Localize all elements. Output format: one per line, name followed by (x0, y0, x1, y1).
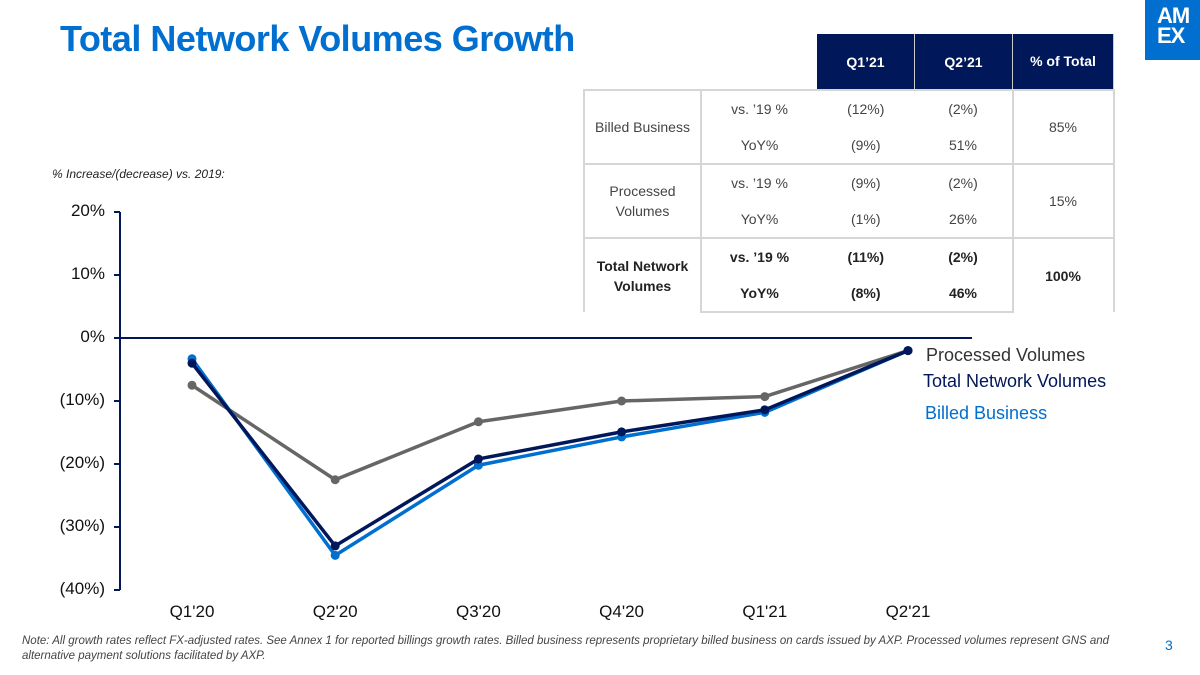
data-point (330, 475, 340, 485)
data-point (903, 346, 913, 356)
cell-q1: (9%) (817, 163, 915, 201)
cell-q2: 46% (914, 275, 1013, 313)
data-point (330, 541, 340, 551)
cell-q1: (12%) (817, 89, 915, 127)
cell-metric: vs. ’19 % (701, 163, 817, 201)
series-line-billed-business (190, 348, 909, 558)
legend-total-network-volumes: Total Network Volumes (923, 371, 1107, 391)
x-tick-label: Q1'20 (169, 602, 215, 621)
row-group-label: Total Network Volumes (583, 237, 702, 312)
x-tick-label: Q1'21 (742, 602, 788, 621)
y-tick-label: (10%) (59, 390, 105, 409)
data-point (330, 550, 340, 560)
legend-processed-volumes: Processed Volumes (926, 345, 1086, 365)
cell-q2: 26% (948, 211, 978, 227)
data-point (760, 392, 770, 402)
cell-share-of-total: 85% (1011, 89, 1115, 164)
table-body: Billed Business vs. ’19 % (12%) (2%) 85% YoY%… (583, 89, 1115, 313)
cell-metric: vs. ’19 % (701, 89, 817, 127)
logo-line-1: AM (1157, 3, 1190, 28)
amex-logo: AM EX (1145, 0, 1200, 60)
row-group-label: Billed Business (583, 89, 702, 164)
header-q1-21: Q1’21 (817, 34, 915, 90)
y-tick-label: 10% (70, 264, 105, 283)
table-row: Billed Business vs. ’19 % (12%) (2%) 85% (583, 89, 1115, 164)
chart-subtitle: % Increase/(decrease) vs. 2019: (52, 167, 225, 181)
row-group-label: Processed Volumes (583, 163, 702, 238)
data-point (187, 380, 197, 390)
table-row: YoY% (9%) 51% (584, 127, 1114, 164)
cell-metric: YoY% (701, 275, 817, 313)
cell-metric: vs. ’19 % (701, 237, 817, 275)
page-title: Total Network Volumes Growth (60, 18, 575, 59)
data-point (617, 427, 627, 437)
y-tick-label: (40%) (59, 579, 105, 598)
x-tick-label: Q4'20 (599, 602, 645, 621)
table-row: Total Network Volumes vs. ’19 % (11%) (2%) 1… (583, 237, 1115, 312)
y-tick-label: (20%) (59, 453, 105, 472)
data-point (617, 396, 627, 406)
y-tick-label: 0% (80, 327, 105, 346)
data-point (473, 454, 483, 464)
cell-share-of-total: 15% (1011, 163, 1115, 238)
page-number: 3 (1165, 637, 1173, 653)
cell-q2: 51% (948, 137, 978, 153)
series-line-processed-volumes (191, 348, 909, 482)
table-header-row: Q1’21 Q2’21 % of Total (584, 34, 1114, 90)
legend-billed-business: Billed Business (925, 403, 1048, 423)
data-point (473, 417, 483, 427)
x-tick-label: Q3'20 (455, 602, 501, 621)
cell-q1: (1%) (850, 211, 881, 227)
cell-q1: (11%) (817, 237, 915, 275)
cell-q1: (9%) (850, 137, 881, 153)
cell-q2: (2%) (914, 237, 1013, 275)
header-q2-21: Q2’21 (914, 34, 1013, 90)
cell-metric: YoY% (740, 211, 779, 227)
header-pct-total: % of Total (1012, 34, 1114, 90)
table-row: Processed Volumes vs. ’19 % (9%) (2%) 15% (583, 163, 1115, 238)
series-line-total-network-volumes (190, 348, 909, 548)
cell-q2: (2%) (914, 89, 1013, 127)
cell-share-of-total: 100% (1011, 237, 1115, 312)
data-point (760, 405, 770, 415)
data-point (473, 460, 483, 470)
y-tick-label: 20% (70, 201, 105, 220)
data-point (187, 358, 197, 368)
footnote: Note: All growth rates reflect FX-adjust… (22, 635, 1110, 662)
table-row: YoY% (1%) 26% (584, 201, 1114, 238)
cell-metric: YoY% (740, 137, 779, 153)
cell-q1: (8%) (817, 275, 915, 313)
x-tick-label: Q2'20 (312, 602, 358, 621)
volumes-table: Q1’21 Q2’21 % of Total Billed Business vs… (583, 34, 1115, 313)
y-tick-label: (30%) (59, 516, 105, 535)
x-tick-label: Q2'21 (885, 602, 931, 621)
cell-q2: (2%) (914, 163, 1013, 201)
logo-line-2: EX (1157, 23, 1185, 48)
table-row: YoY% (8%) 46% (584, 275, 1114, 313)
